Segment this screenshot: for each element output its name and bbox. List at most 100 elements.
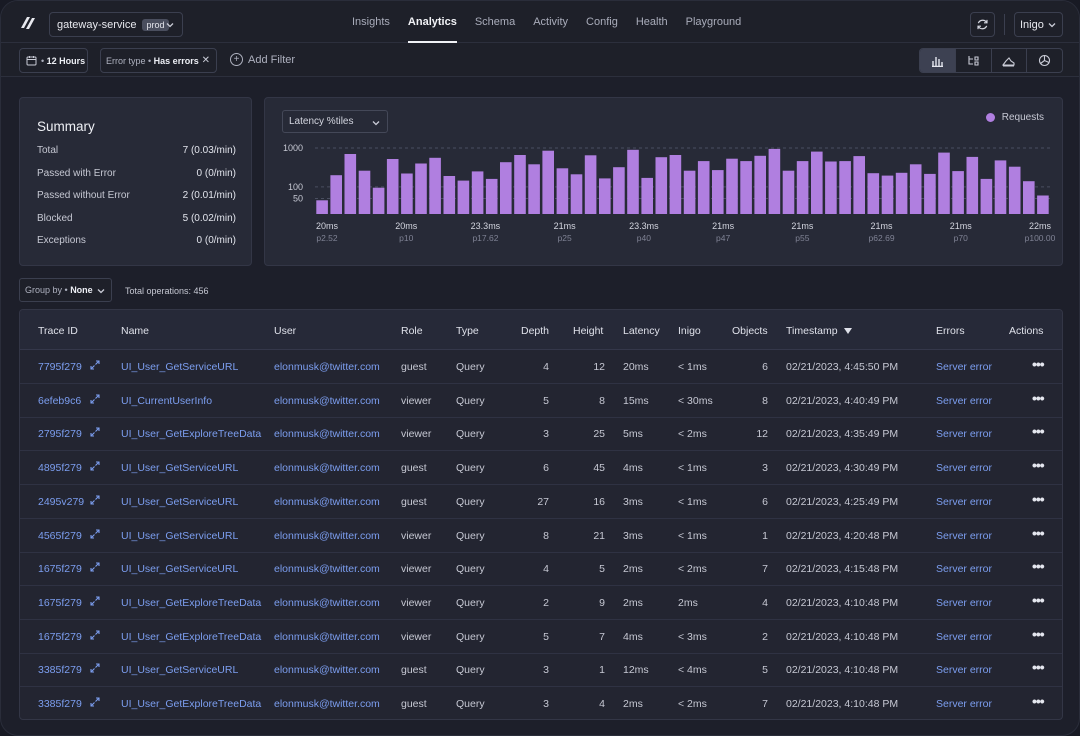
latency-bar[interactable] — [669, 155, 682, 214]
latency-bar[interactable] — [1023, 181, 1035, 214]
latency-bar[interactable] — [443, 176, 456, 214]
table-row[interactable]: 2495v279 UI_User_GetServiceURL elonmusk@tw… — [20, 485, 1062, 519]
table-row[interactable]: 6efeb9c6 UI_CurrentUserInfo elonmusk@twitt… — [20, 384, 1062, 418]
operation-name-link[interactable]: UI_User_GetExploreTreeData — [121, 698, 262, 710]
table-row[interactable]: 1675f279 UI_User_GetExploreTreeData elonmu… — [20, 586, 1062, 620]
latency-bar[interactable] — [641, 177, 653, 214]
table-row[interactable]: 4895f279 UI_User_GetServiceURL elonmusk@tw… — [20, 451, 1062, 486]
error-link[interactable]: Server error — [936, 462, 993, 475]
expand-icon[interactable] — [90, 596, 100, 606]
trace-id-link[interactable]: 3385f279 — [38, 698, 82, 710]
service-select[interactable]: gateway-service prod — [49, 12, 183, 37]
expand-icon[interactable] — [90, 394, 100, 404]
area-chart-view-button[interactable] — [992, 49, 1028, 72]
operation-name-link[interactable]: UI_User_GetServiceURL — [121, 462, 239, 475]
user-link[interactable]: elonmusk@twitter.com — [274, 630, 380, 643]
col-role[interactable]: Role — [401, 325, 423, 337]
error-link[interactable]: Server error — [936, 361, 993, 373]
error-link[interactable]: Server error — [936, 698, 993, 710]
table-row[interactable]: 4565f279 UI_User_GetServiceURL elonmusk@tw… — [20, 519, 1062, 553]
expand-icon[interactable] — [90, 427, 100, 437]
latency-bar[interactable] — [457, 180, 470, 214]
col-errors[interactable]: Errors — [936, 325, 965, 337]
more-actions-icon[interactable]: ••• — [1032, 659, 1045, 676]
latency-bar[interactable] — [924, 173, 936, 214]
latency-bar[interactable] — [316, 200, 328, 214]
trace-id-link[interactable]: 6efeb9c6 — [38, 394, 82, 407]
inigo-logo-icon[interactable] — [18, 14, 38, 32]
latency-bar[interactable] — [429, 157, 441, 214]
expand-icon[interactable] — [90, 360, 100, 370]
latency-bar[interactable] — [683, 170, 696, 214]
latency-bar[interactable] — [1037, 195, 1049, 215]
tab-analytics[interactable]: Analytics — [399, 1, 466, 43]
more-actions-icon[interactable]: ••• — [1032, 591, 1045, 608]
pie-chart-view-button[interactable] — [1027, 49, 1062, 72]
expand-icon[interactable] — [90, 495, 100, 505]
latency-bar[interactable] — [500, 162, 512, 214]
trace-id-link[interactable]: 1675f279 — [38, 630, 82, 643]
latency-bar[interactable] — [386, 159, 399, 214]
expand-icon[interactable] — [90, 697, 100, 707]
col-height[interactable]: Height — [573, 325, 604, 337]
latency-bar[interactable] — [754, 155, 766, 214]
latency-bar[interactable] — [825, 161, 837, 215]
user-link[interactable]: elonmusk@twitter.com — [274, 495, 380, 508]
more-actions-icon[interactable]: ••• — [1032, 423, 1045, 440]
latency-bar[interactable] — [881, 175, 894, 214]
more-actions-icon[interactable]: ••• — [1032, 490, 1045, 507]
latency-bar[interactable] — [655, 157, 668, 214]
trace-id-link[interactable]: 7795f279 — [38, 361, 82, 373]
table-row[interactable]: 7795f279 UI_User_GetServiceURL elonmusk@tw… — [20, 350, 1062, 384]
latency-bar[interactable] — [613, 167, 625, 214]
error-link[interactable]: Server error — [936, 664, 993, 677]
latency-bar[interactable] — [697, 161, 710, 214]
trace-id-link[interactable]: 4565f279 — [38, 529, 82, 542]
table-row[interactable]: 2795f279 UI_User_GetExploreTreeData elonmu… — [20, 417, 1062, 452]
trace-id-link[interactable]: 4895f279 — [38, 462, 82, 475]
col-type[interactable]: Type — [456, 325, 479, 337]
latency-bar[interactable] — [994, 160, 1007, 214]
more-actions-icon[interactable]: ••• — [1032, 693, 1045, 709]
group-by-select[interactable]: Group by • None — [19, 278, 112, 302]
col-objects[interactable]: Objects — [732, 325, 768, 337]
latency-bar[interactable] — [471, 171, 484, 214]
latency-bar[interactable] — [584, 155, 597, 214]
latency-bar[interactable] — [542, 150, 554, 214]
user-link[interactable]: elonmusk@twitter.com — [274, 698, 380, 710]
latency-bar[interactable] — [782, 170, 795, 214]
error-link[interactable]: Server error — [936, 495, 993, 508]
user-link[interactable]: elonmusk@twitter.com — [274, 394, 380, 407]
col-user[interactable]: User — [274, 325, 297, 337]
table-row[interactable]: 1675f279 UI_User_GetServiceURL elonmusk@tw… — [20, 552, 1062, 587]
error-link[interactable]: Server error — [936, 630, 993, 643]
user-link[interactable]: elonmusk@twitter.com — [274, 361, 380, 373]
expand-icon[interactable] — [90, 630, 100, 640]
latency-bar[interactable] — [599, 178, 611, 214]
latency-bar[interactable] — [528, 164, 540, 214]
user-link[interactable]: elonmusk@twitter.com — [274, 596, 380, 609]
latency-bar[interactable] — [556, 168, 569, 214]
col-name[interactable]: Name — [121, 325, 150, 337]
trace-id-link[interactable]: 1675f279 — [38, 563, 82, 576]
latency-bar[interactable] — [485, 178, 498, 214]
trace-id-link[interactable]: 3385f279 — [38, 664, 82, 677]
latency-bar[interactable] — [909, 164, 922, 214]
error-link[interactable]: Server error — [936, 529, 993, 542]
refresh-button[interactable] — [970, 12, 995, 37]
operation-name-link[interactable]: UI_User_GetExploreTreeData — [121, 596, 262, 609]
latency-bar[interactable] — [401, 173, 413, 215]
more-actions-icon[interactable]: ••• — [1032, 356, 1045, 372]
sort-desc-icon[interactable] — [844, 328, 852, 334]
time-range-chip[interactable]: • 12 Hours — [19, 48, 88, 73]
latency-bar[interactable] — [415, 163, 427, 215]
more-actions-icon[interactable]: ••• — [1032, 558, 1045, 575]
more-actions-icon[interactable]: ••• — [1032, 457, 1045, 474]
tab-config[interactable]: Config — [586, 16, 618, 28]
expand-icon[interactable] — [90, 562, 100, 572]
add-filter-button[interactable]: + Add Filter — [230, 53, 295, 66]
latency-bar[interactable] — [796, 161, 809, 214]
user-link[interactable]: elonmusk@twitter.com — [274, 664, 380, 677]
tab-health[interactable]: Health — [635, 16, 668, 28]
latency-metric-select[interactable]: Latency %tiles — [282, 110, 388, 133]
